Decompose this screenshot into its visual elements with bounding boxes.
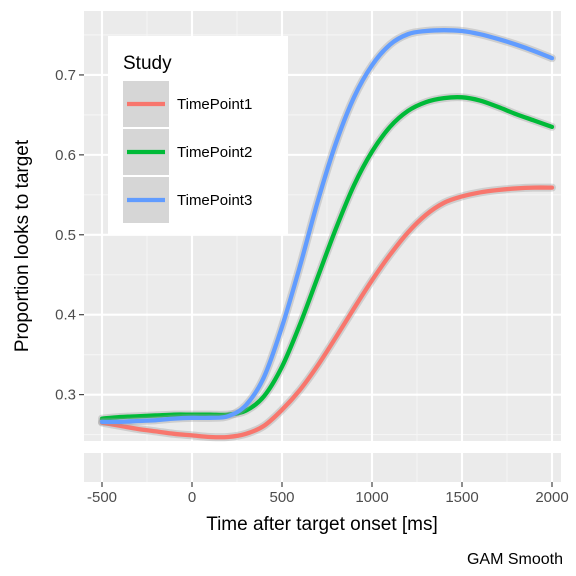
series-line-timepoint3 xyxy=(99,28,555,425)
caption: GAM Smooth xyxy=(467,551,563,568)
y-tick-label: 0.6 xyxy=(55,147,76,164)
legend-label: TimePoint1 xyxy=(177,96,252,113)
legend-items: TimePoint1 TimePoint2 TimePoint3 xyxy=(123,81,252,223)
legend-title: Study xyxy=(123,53,172,74)
legend: Study TimePoint1 TimePoint2 TimePoint3 xyxy=(108,36,288,234)
y-axis: 0.3 0.4 0.5 0.6 0.7 xyxy=(55,67,84,404)
x-axis: -500 0 500 1000 1500 2000 xyxy=(87,482,569,506)
panel-separator xyxy=(84,441,561,453)
x-tick-label: 1000 xyxy=(355,489,388,506)
y-tick-label: 0.4 xyxy=(55,307,76,324)
y-tick-label: 0.7 xyxy=(55,67,76,84)
x-tick-label: 0 xyxy=(188,489,196,506)
series-line-timepoint2 xyxy=(99,95,555,421)
series-line-timepoint1 xyxy=(99,185,555,440)
x-tick-label: 500 xyxy=(269,489,294,506)
legend-label: TimePoint3 xyxy=(177,192,252,209)
legend-label: TimePoint2 xyxy=(177,144,252,161)
y-axis-title: Proportion looks to target xyxy=(12,139,33,352)
y-tick-label: 0.5 xyxy=(55,227,76,244)
x-tick-label: -500 xyxy=(87,489,117,506)
x-tick-label: 1500 xyxy=(445,489,478,506)
series-layer xyxy=(98,26,556,442)
x-axis-title: Time after target onset [ms] xyxy=(206,514,438,535)
y-tick-label: 0.3 xyxy=(55,387,76,404)
x-tick-label: 2000 xyxy=(535,489,568,506)
